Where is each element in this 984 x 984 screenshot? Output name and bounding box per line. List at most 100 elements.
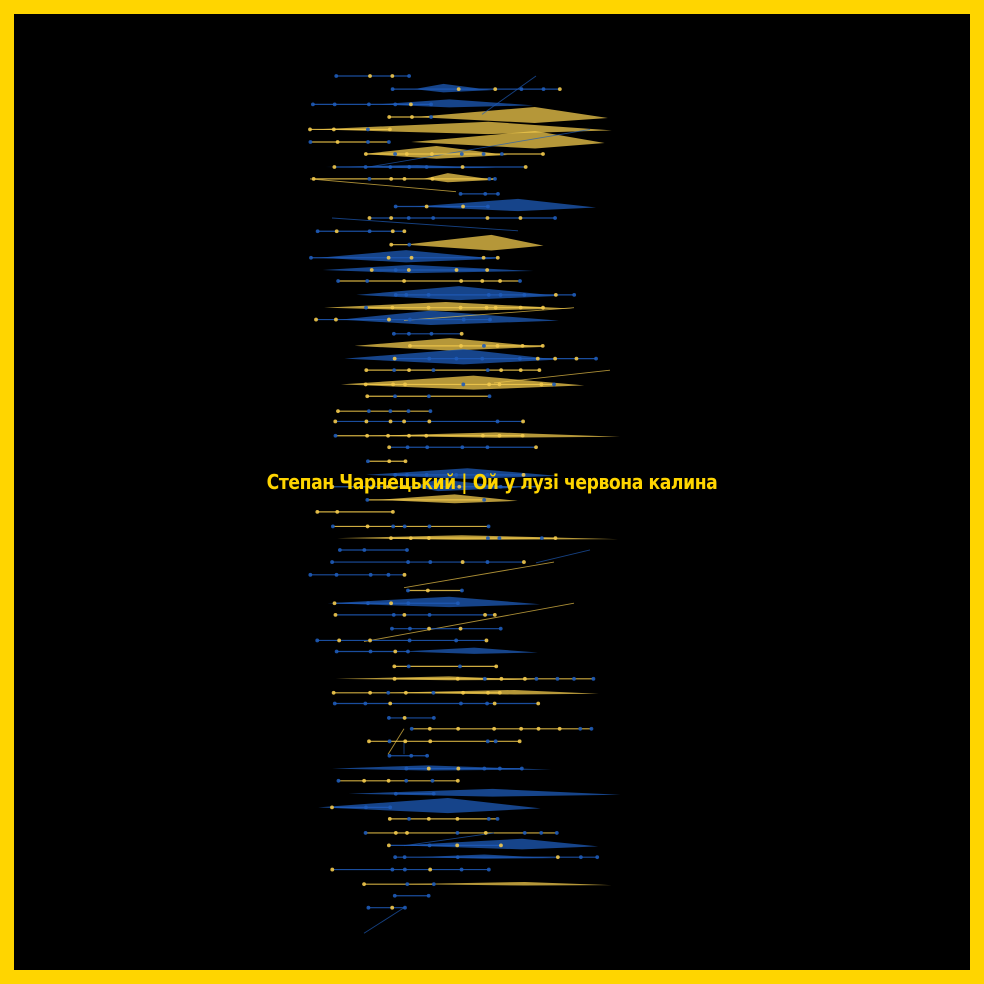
graph-node [518,305,523,310]
graph-node [535,356,540,361]
graph-wedge [344,349,558,365]
graph-node [485,701,489,706]
graph-wedge [324,302,573,312]
graph-link [363,907,405,934]
graph-node [486,690,490,695]
graph-node [425,588,430,593]
graph-node [366,140,370,144]
graph-node [497,433,502,438]
graph-node [458,626,463,631]
graph-node [429,115,433,119]
graph-node [402,855,407,860]
graph-node [393,831,398,835]
graph-node [429,102,433,107]
graph-node [311,102,315,107]
graph-node [572,292,577,297]
graph-wedge [404,234,544,251]
graph-node [461,382,466,387]
graph-node [482,343,486,348]
graph-node [553,536,558,541]
graph-node [402,484,407,489]
graph-node [332,701,337,706]
graph-node [406,649,410,654]
graph-node [482,676,487,681]
graph-node [405,445,410,450]
graph-node [485,472,490,477]
graph-node [389,176,394,181]
graph-node [367,739,371,744]
graph-node [454,268,459,272]
graph-link [403,832,495,847]
graph-node [455,676,460,681]
graph-node [392,356,397,361]
graph-node [496,191,500,196]
graph-link [363,128,591,169]
graph-node [520,343,525,348]
graph-node [455,843,460,848]
graph-link [535,549,591,564]
graph-node [362,548,367,552]
graph-node [407,433,411,438]
graph-node [368,649,373,654]
graph-node [429,331,434,336]
graph-node [427,612,432,617]
graph-node [331,690,336,695]
graph-node [539,536,544,541]
graph-node [402,279,406,283]
graph-node [428,560,433,564]
graph-node [458,305,463,310]
graph-node [330,867,335,872]
graph-node [480,279,485,283]
graph-node [363,831,368,835]
graph-node [387,716,391,720]
graph-node [389,216,394,220]
graph-node [368,638,372,643]
graph-node [392,664,397,669]
graph-node [431,716,436,720]
graph-node [330,560,335,564]
graph-node [387,317,391,322]
graph-node [363,701,368,706]
graph-node [364,805,368,810]
graph-node [363,165,368,169]
graph-node [393,292,398,297]
graph-node [332,165,337,169]
graph-node [456,766,461,771]
graph-node [406,216,411,220]
graph-wedge [378,494,518,504]
graph-node [409,255,414,260]
graph-wedge [413,83,492,93]
graph-node [409,102,413,107]
graph-node [368,74,372,78]
graph-wedge [356,286,560,301]
graph-node [518,368,523,373]
graph-node [367,229,372,234]
graph-node [406,588,410,593]
graph-node [522,560,526,564]
graph-node [455,831,460,835]
graph-node [431,882,436,887]
graph-node [427,536,431,541]
graph-node [431,690,436,695]
graph-wedge [415,106,608,124]
graph-node [481,152,486,156]
graph-node [517,739,522,744]
graph-node [334,229,339,234]
graph-node [499,843,503,848]
graph-node [461,690,465,695]
graph-wedge [413,479,519,492]
graph-node [427,419,432,424]
graph-node [363,152,368,156]
graph-node [391,524,396,529]
graph-node [484,305,489,310]
graph-node [366,409,371,414]
graph-node [335,509,340,514]
graph-node [455,816,460,821]
graph-node [518,279,522,283]
graph-node [429,152,434,156]
graph-node [387,115,392,119]
graph-node [402,716,407,720]
graph-node [578,726,583,731]
graph-node [406,664,411,669]
graph-node [334,317,338,322]
